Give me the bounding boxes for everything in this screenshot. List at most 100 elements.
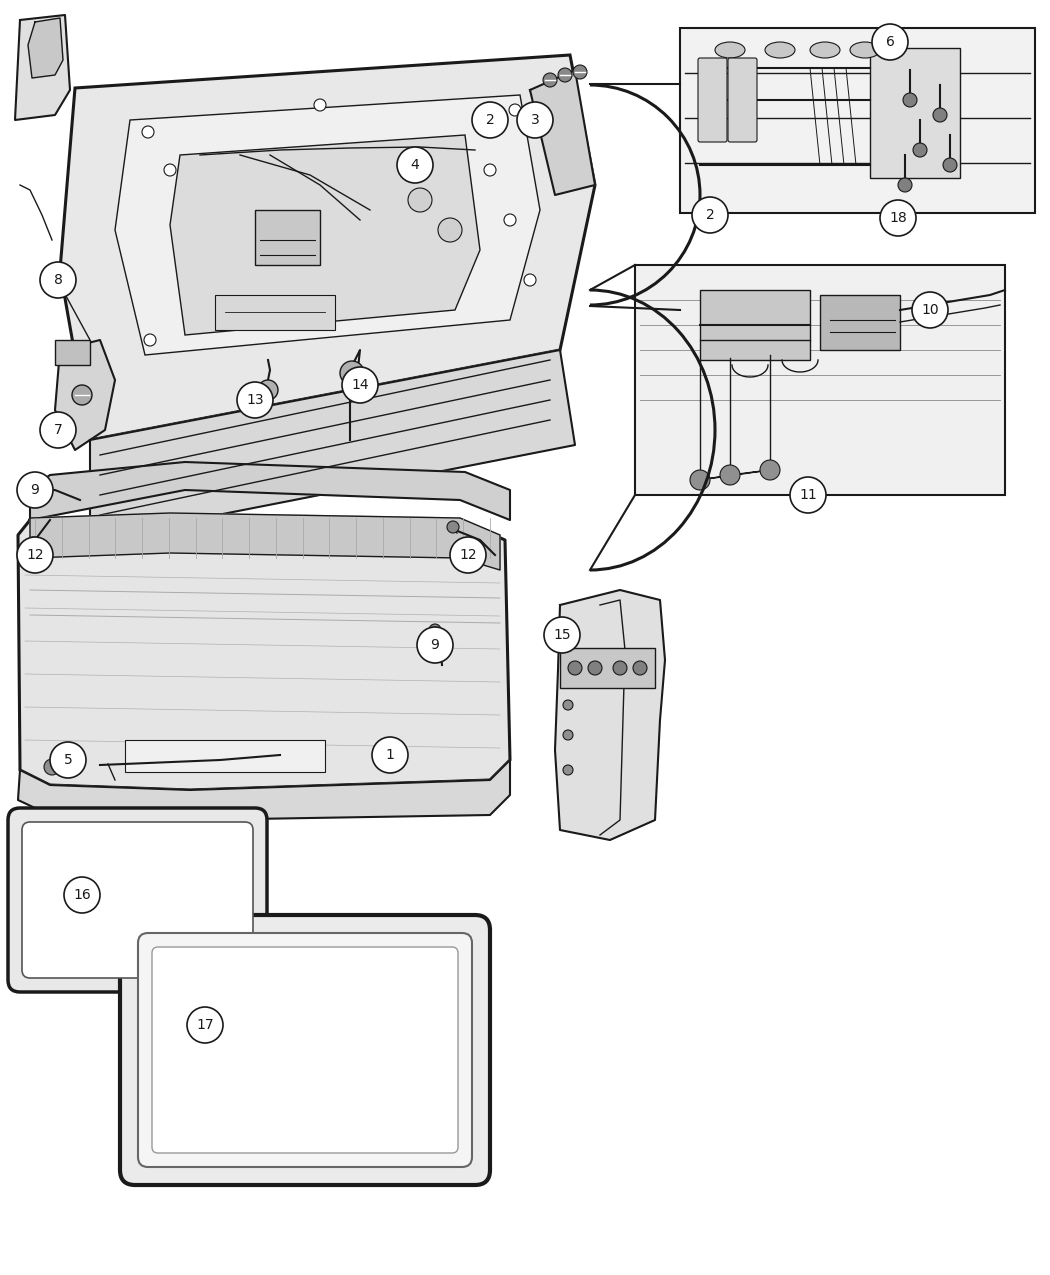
Circle shape xyxy=(568,660,582,674)
Polygon shape xyxy=(90,351,575,541)
Circle shape xyxy=(44,759,60,775)
Bar xyxy=(680,28,1035,213)
Circle shape xyxy=(563,765,573,775)
Text: 2: 2 xyxy=(485,113,495,128)
Circle shape xyxy=(40,412,76,448)
Ellipse shape xyxy=(850,42,880,57)
Circle shape xyxy=(509,105,521,116)
Circle shape xyxy=(340,361,364,385)
Circle shape xyxy=(447,521,459,533)
FancyBboxPatch shape xyxy=(120,915,490,1184)
Circle shape xyxy=(933,108,947,122)
Text: 13: 13 xyxy=(246,393,264,407)
Circle shape xyxy=(760,460,780,479)
Circle shape xyxy=(544,617,580,653)
Circle shape xyxy=(314,99,326,111)
Bar xyxy=(700,289,810,360)
Circle shape xyxy=(690,470,710,490)
Bar xyxy=(560,648,655,689)
Bar xyxy=(255,210,320,265)
Circle shape xyxy=(543,73,556,87)
Circle shape xyxy=(237,382,273,418)
FancyBboxPatch shape xyxy=(138,933,472,1167)
Text: 15: 15 xyxy=(553,629,571,643)
Circle shape xyxy=(429,623,441,636)
Text: 18: 18 xyxy=(889,210,907,224)
Circle shape xyxy=(144,334,156,346)
Circle shape xyxy=(438,218,462,242)
Circle shape xyxy=(563,731,573,739)
Circle shape xyxy=(372,737,408,773)
Circle shape xyxy=(408,187,432,212)
Circle shape xyxy=(187,1007,223,1043)
Polygon shape xyxy=(116,96,540,354)
Circle shape xyxy=(504,214,516,226)
Circle shape xyxy=(258,380,278,400)
Circle shape xyxy=(40,261,76,298)
Polygon shape xyxy=(18,515,510,790)
Circle shape xyxy=(342,367,378,403)
Ellipse shape xyxy=(810,42,840,57)
Circle shape xyxy=(898,179,912,193)
Bar xyxy=(870,48,960,178)
Bar xyxy=(820,295,900,351)
Text: 9: 9 xyxy=(430,638,440,652)
Circle shape xyxy=(524,274,536,286)
Bar xyxy=(125,740,326,771)
Circle shape xyxy=(790,477,826,513)
Circle shape xyxy=(912,292,948,328)
Text: 16: 16 xyxy=(74,887,91,901)
Text: 9: 9 xyxy=(30,483,40,497)
Text: 12: 12 xyxy=(26,548,44,562)
Text: 7: 7 xyxy=(54,423,62,437)
Polygon shape xyxy=(170,135,480,335)
Polygon shape xyxy=(555,590,665,840)
Text: 14: 14 xyxy=(351,377,369,391)
Circle shape xyxy=(17,472,52,507)
Circle shape xyxy=(563,700,573,710)
FancyBboxPatch shape xyxy=(152,947,458,1153)
Circle shape xyxy=(397,147,433,184)
Polygon shape xyxy=(60,55,595,440)
Circle shape xyxy=(472,102,508,138)
Ellipse shape xyxy=(765,42,795,57)
Circle shape xyxy=(64,877,100,913)
Polygon shape xyxy=(28,18,63,78)
Text: 2: 2 xyxy=(706,208,714,222)
Circle shape xyxy=(17,537,52,572)
Text: 6: 6 xyxy=(885,34,895,48)
Circle shape xyxy=(613,660,627,674)
Circle shape xyxy=(720,465,740,484)
Circle shape xyxy=(142,126,154,138)
Ellipse shape xyxy=(715,42,746,57)
Circle shape xyxy=(517,102,553,138)
Circle shape xyxy=(484,164,496,176)
Circle shape xyxy=(27,537,39,550)
Text: 1: 1 xyxy=(385,748,395,762)
Circle shape xyxy=(558,68,572,82)
Circle shape xyxy=(417,627,453,663)
Polygon shape xyxy=(15,15,70,120)
Circle shape xyxy=(692,198,728,233)
FancyBboxPatch shape xyxy=(698,57,727,142)
Circle shape xyxy=(943,158,957,172)
Text: 4: 4 xyxy=(411,158,419,172)
Circle shape xyxy=(164,164,176,176)
FancyBboxPatch shape xyxy=(8,808,267,992)
Text: 12: 12 xyxy=(459,548,477,562)
Bar xyxy=(215,295,335,330)
Text: 10: 10 xyxy=(921,303,939,317)
Circle shape xyxy=(880,200,916,236)
Circle shape xyxy=(50,742,86,778)
Polygon shape xyxy=(30,462,510,520)
Circle shape xyxy=(72,385,92,405)
Polygon shape xyxy=(30,513,500,570)
Bar xyxy=(635,265,1005,495)
Text: 3: 3 xyxy=(530,113,540,128)
Circle shape xyxy=(633,660,647,674)
FancyBboxPatch shape xyxy=(728,57,757,142)
Polygon shape xyxy=(18,760,510,820)
Bar xyxy=(55,340,90,365)
Text: 8: 8 xyxy=(54,273,62,287)
Text: 5: 5 xyxy=(64,754,72,768)
